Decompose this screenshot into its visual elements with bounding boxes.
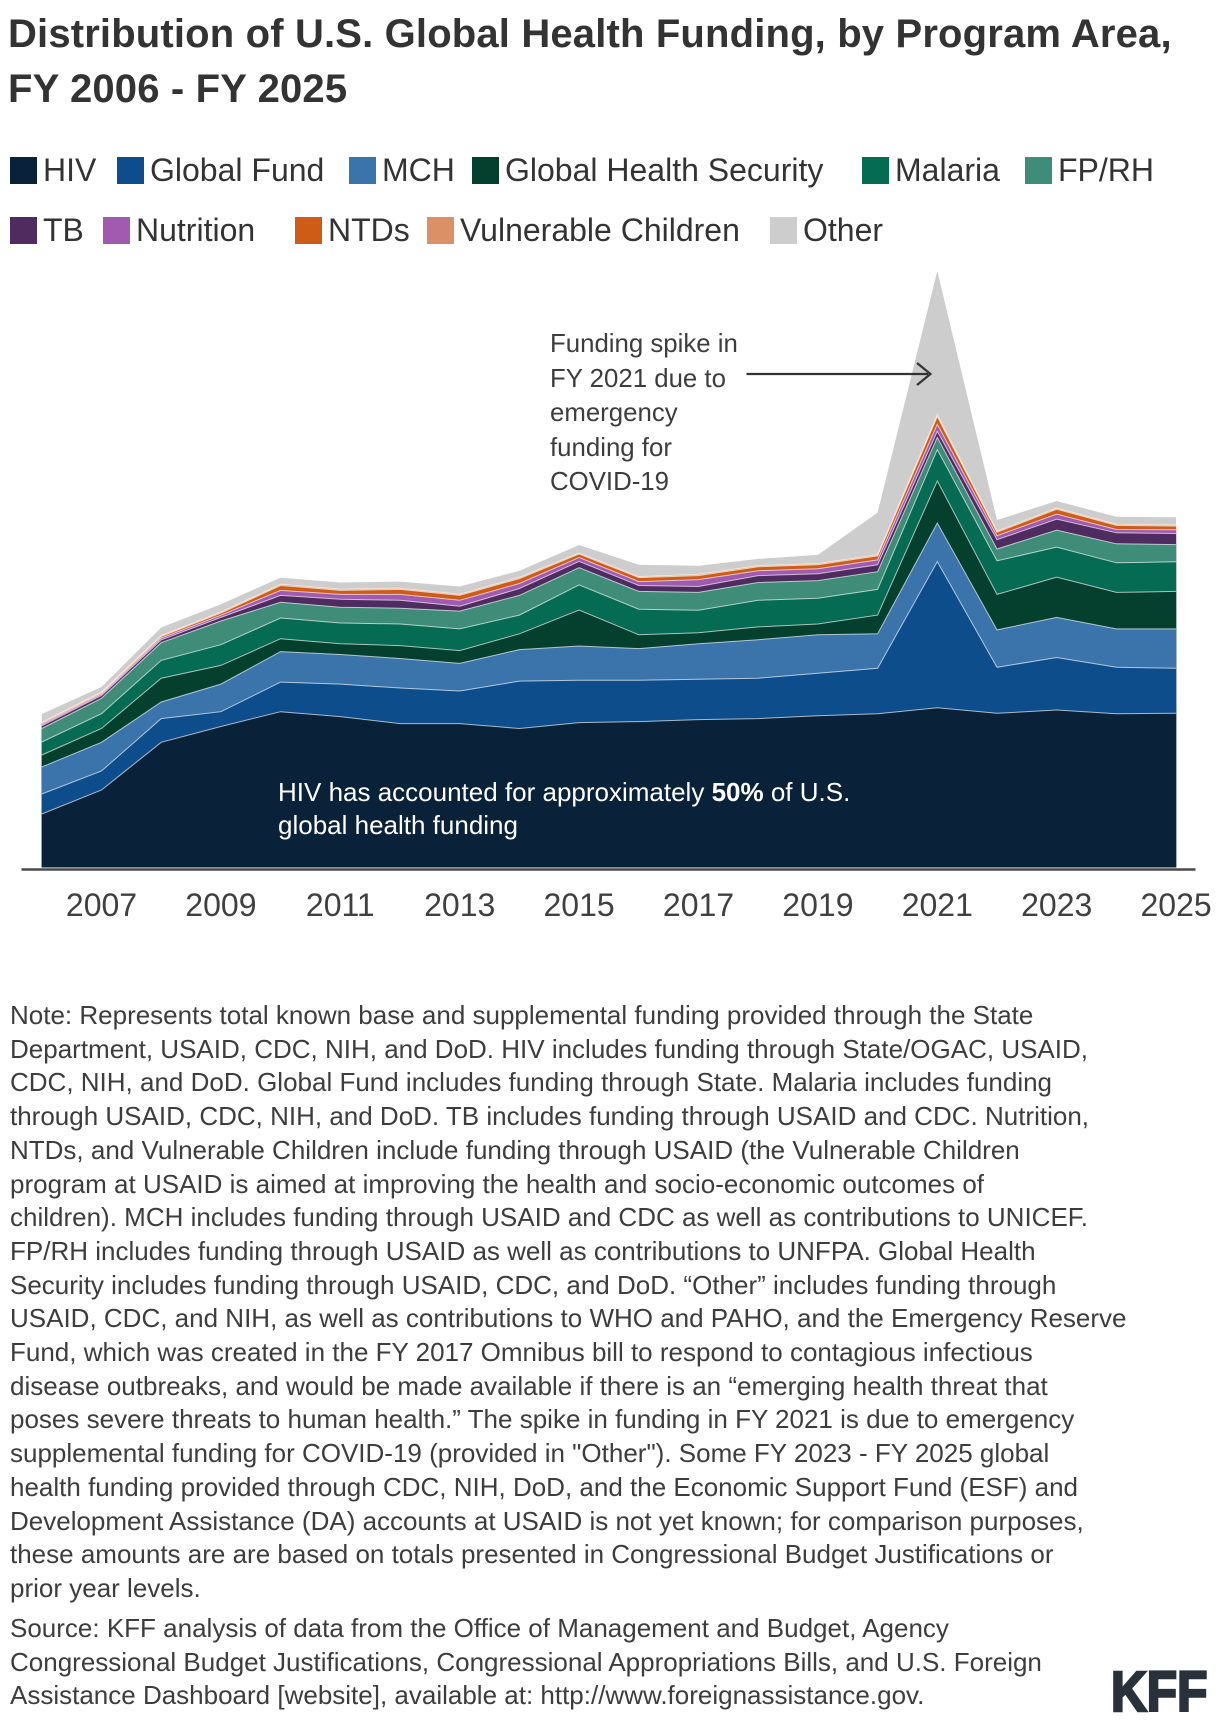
svg-text:2021: 2021 [902,887,973,923]
svg-text:2015: 2015 [544,887,615,923]
svg-text:2007: 2007 [66,887,137,923]
svg-text:2025: 2025 [1141,887,1212,923]
svg-text:2013: 2013 [424,887,495,923]
svg-text:2011: 2011 [306,887,375,923]
svg-text:2023: 2023 [1021,887,1092,923]
svg-text:2019: 2019 [782,887,853,923]
svg-text:2017: 2017 [663,887,734,923]
svg-text:2009: 2009 [185,887,256,923]
